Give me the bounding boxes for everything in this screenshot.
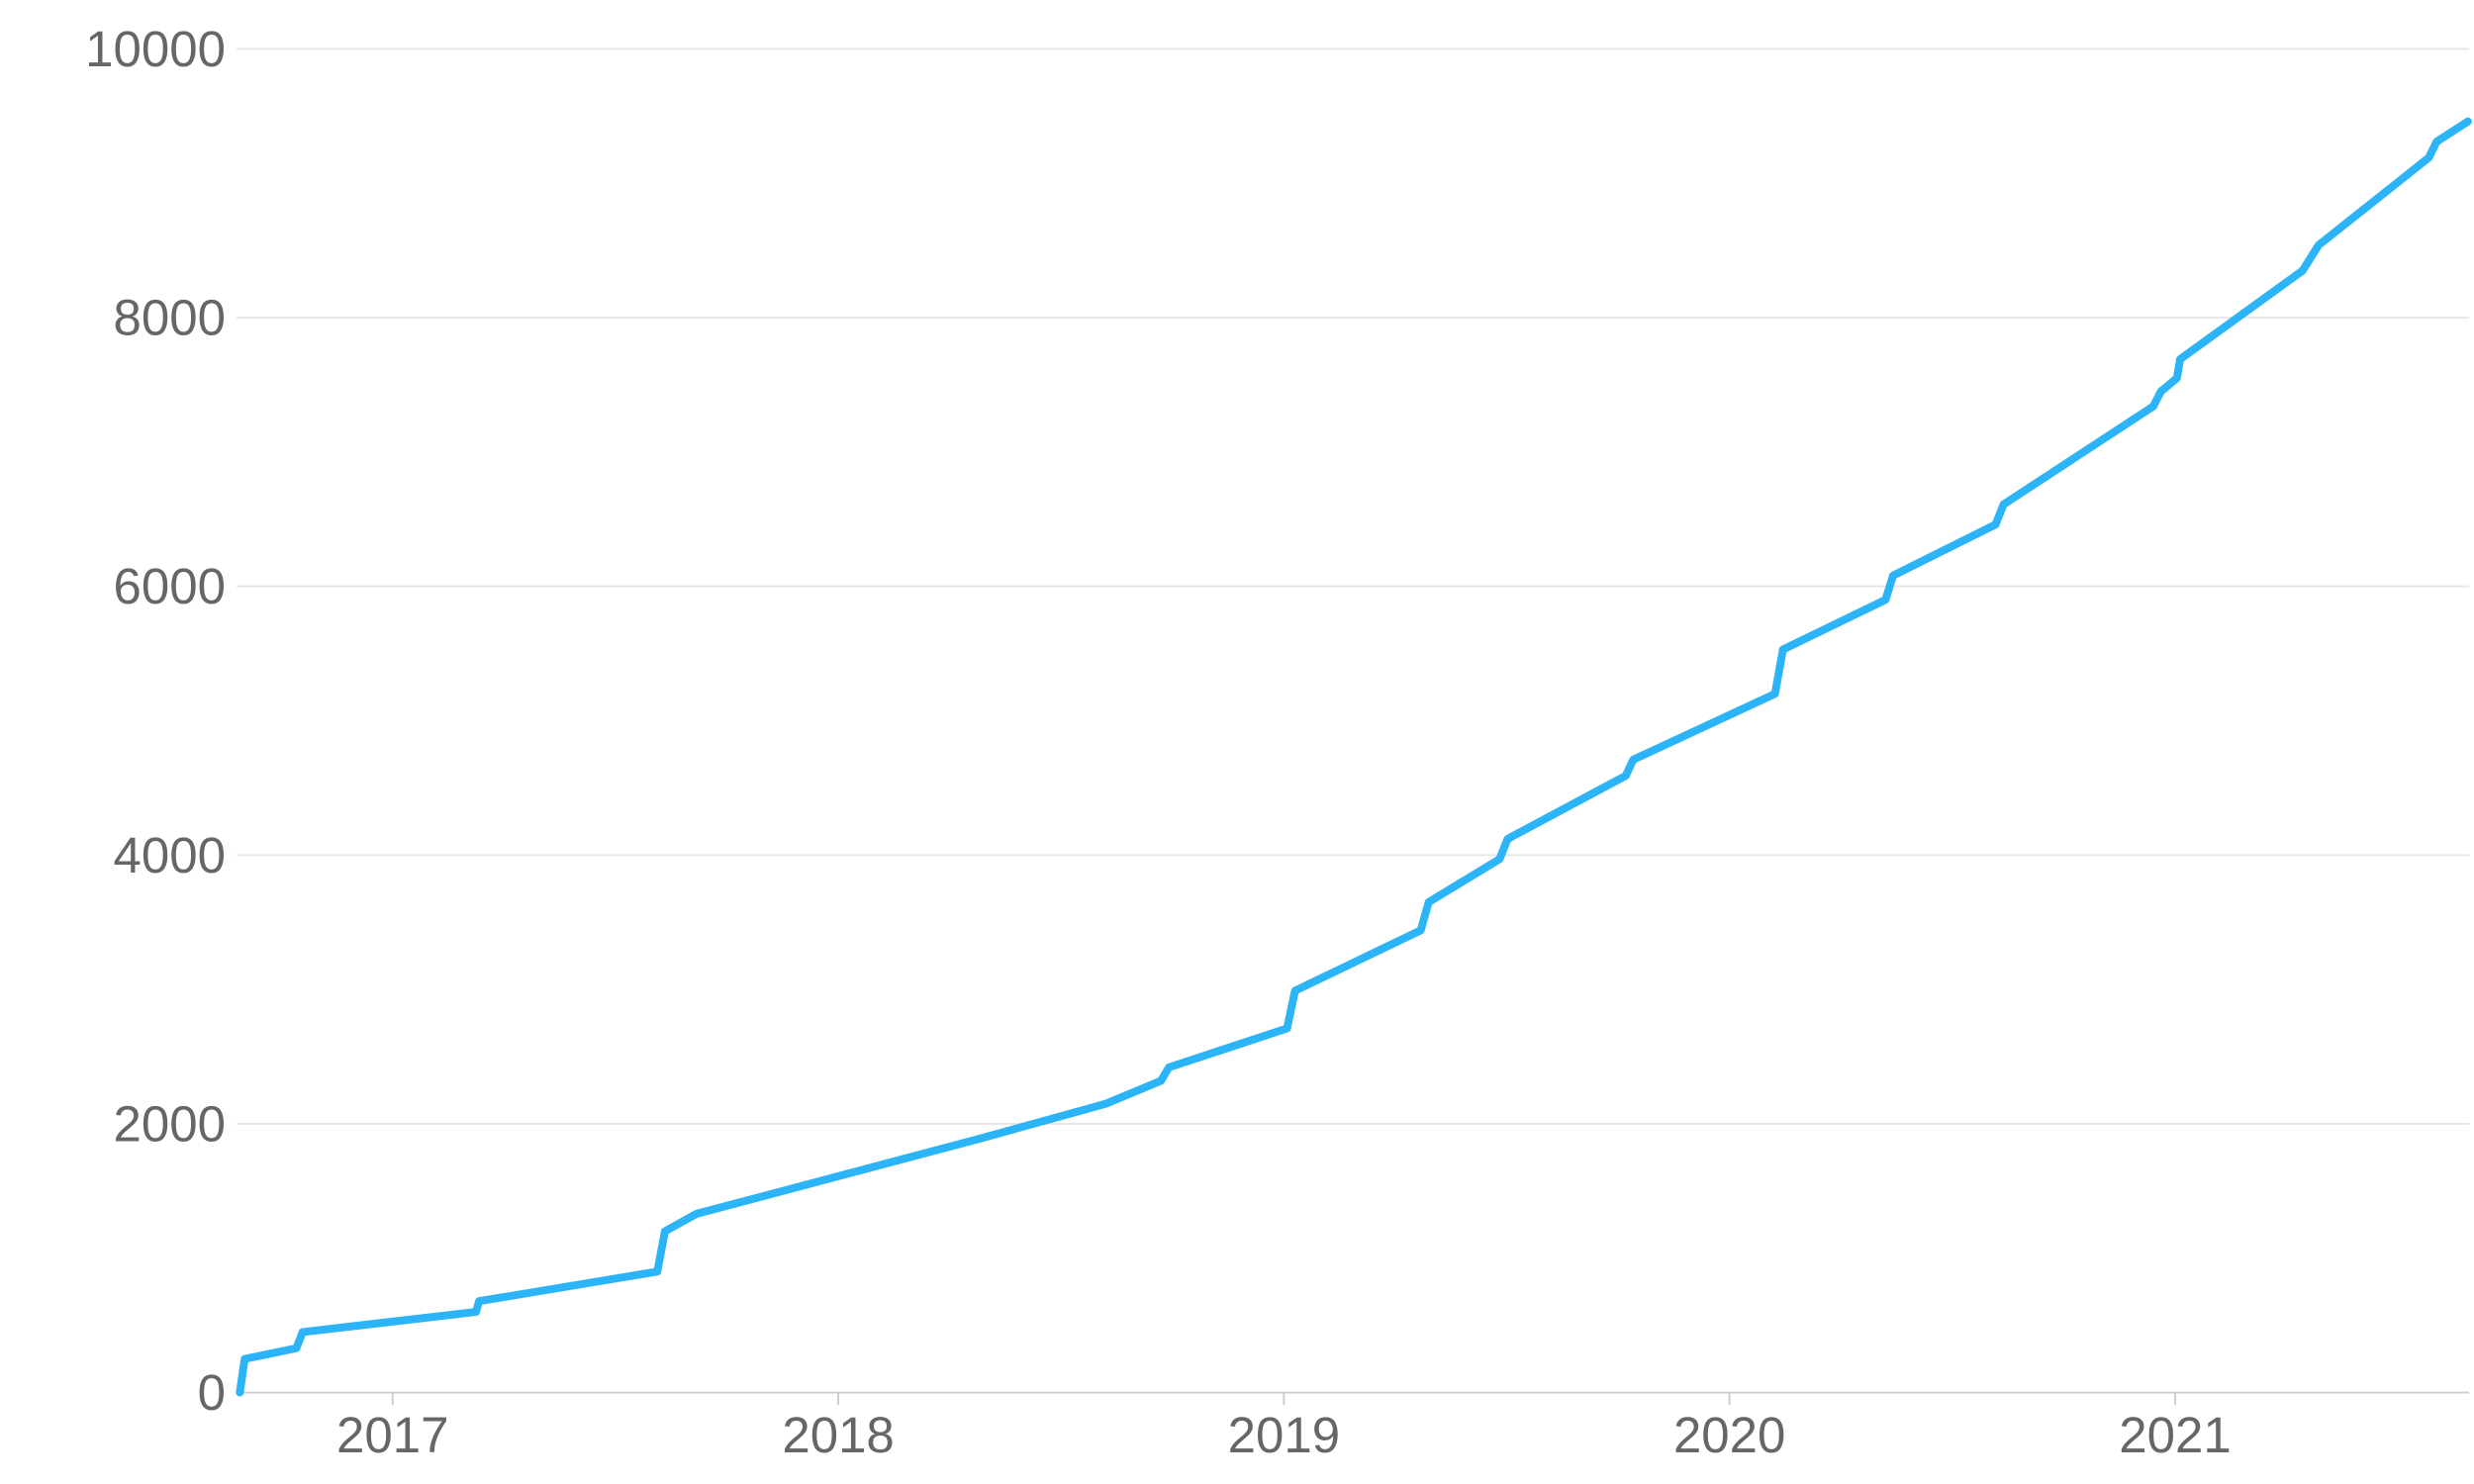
x-tick-label: 2019	[1228, 1407, 1340, 1463]
x-tick-label: 2018	[782, 1407, 894, 1463]
y-tick-label: 0	[198, 1364, 226, 1421]
y-tick-label: 8000	[114, 290, 226, 346]
line	[236, 117, 2472, 1397]
y-tick-label: 6000	[114, 558, 226, 614]
y-tick-label: 4000	[114, 827, 226, 883]
x-tick-label: 2021	[2119, 1407, 2231, 1463]
x-tick-label: 2017	[336, 1407, 448, 1463]
x-tick-label: 2020	[1673, 1407, 1785, 1463]
y-tick-label: 2000	[114, 1095, 226, 1152]
y-tick-label: 10000	[85, 21, 226, 77]
